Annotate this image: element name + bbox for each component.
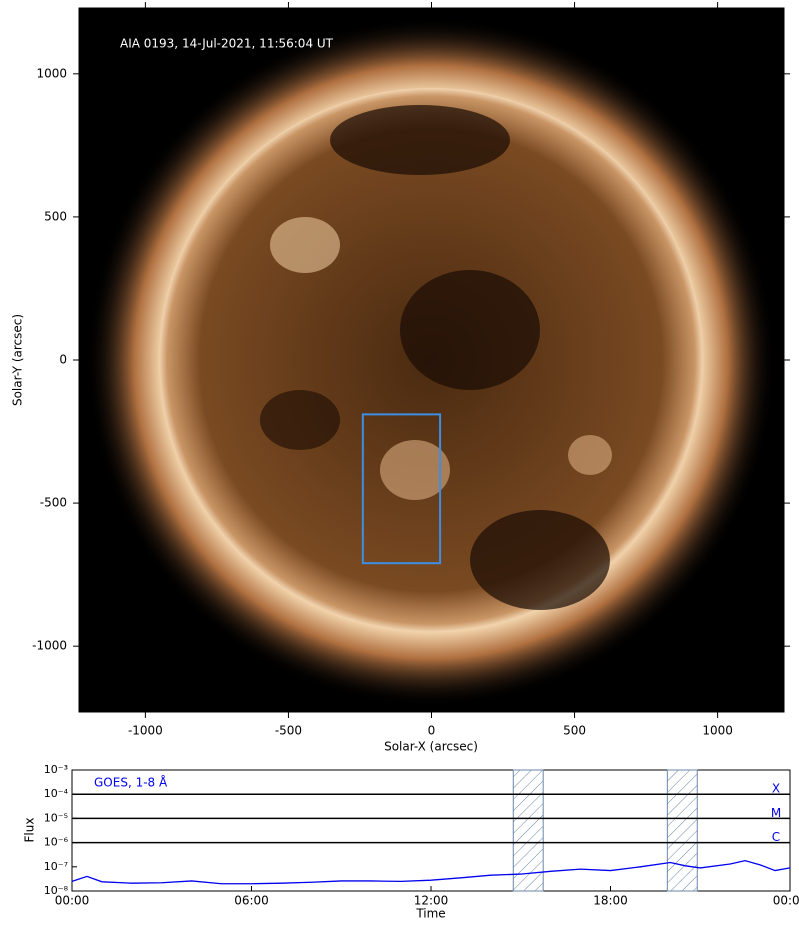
region-box — [361, 413, 442, 565]
x-tick-label: 00:00 — [773, 894, 799, 908]
x-tick-label: -1000 — [128, 724, 163, 738]
y-tick-label: 1000 — [36, 66, 67, 80]
x-tick-label: 1000 — [702, 724, 733, 738]
flare-class-label: X — [772, 782, 780, 796]
x-tick-label: 06:00 — [234, 894, 269, 908]
y-tick-label: 10⁻⁴ — [44, 787, 69, 800]
x-tick-label: 18:00 — [593, 894, 628, 908]
x-tick-label: 12:00 — [414, 894, 449, 908]
x-tick-label: 500 — [563, 724, 586, 738]
flux-line — [71, 859, 791, 885]
hatched-interval — [666, 769, 698, 892]
flare-class-label: C — [772, 830, 780, 844]
active-region — [380, 440, 450, 500]
x-axis-label: Time — [415, 907, 445, 921]
y-tick-label: 10⁻⁶ — [44, 836, 69, 849]
y-tick-label: 10⁻⁸ — [44, 884, 69, 897]
y-tick-label: 0 — [59, 353, 67, 367]
solar-image — [86, 17, 776, 707]
x-tick-label: 0 — [428, 724, 436, 738]
y-axis-label: Solar-Y (arcsec) — [11, 314, 25, 406]
y-tick-label: -500 — [40, 496, 67, 510]
active-region — [270, 217, 340, 273]
active-region — [568, 435, 612, 475]
image-annotation: AIA 0193, 14-Jul-2021, 11:56:04 UT — [120, 37, 334, 51]
goes-annotation: GOES, 1-8 Å — [94, 775, 168, 790]
goes-panel: GOES, 1-8 Å Time Flux XMC 10⁻⁸ 10⁻⁷ 10⁻⁶ 10⁻… — [23, 763, 799, 921]
y-tick-label: 10⁻⁵ — [44, 811, 68, 824]
coronal-hole — [260, 390, 340, 450]
y-axis-label: Flux — [23, 818, 37, 843]
x-tick-label: 00:00 — [55, 894, 90, 908]
solar-image-panel: AIA 0193, 14-Jul-2021, 11:56:04 UT Solar… — [11, 2, 790, 754]
x-tick-label: -500 — [275, 724, 302, 738]
hatched-interval — [512, 769, 544, 892]
y-tick-label: 10⁻⁷ — [44, 860, 68, 873]
y-tick-label: 10⁻³ — [44, 763, 68, 776]
coronal-hole — [400, 270, 540, 390]
x-axis-label: Solar-X (arcsec) — [384, 740, 478, 754]
flare-class-label: M — [771, 806, 781, 820]
coronal-hole — [470, 510, 610, 610]
y-tick-label: -1000 — [32, 639, 67, 653]
y-tick-label: 500 — [44, 209, 67, 223]
coronal-hole — [330, 105, 510, 175]
